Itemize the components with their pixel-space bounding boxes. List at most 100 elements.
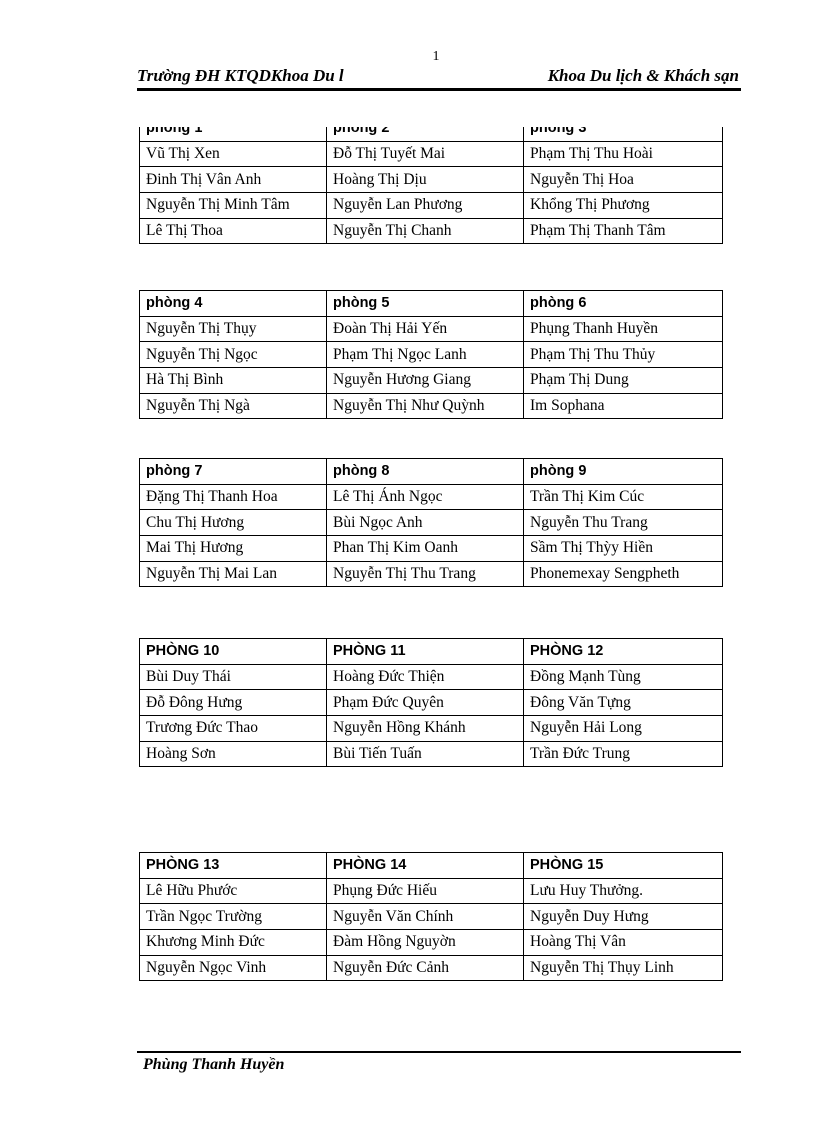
room-header: PHÒNG 12: [523, 638, 723, 665]
student-name: Phụng Thanh Huyền: [523, 315, 723, 343]
student-name: Hà Thị Bình: [139, 367, 327, 394]
student-name: Bùi Ngọc Anh: [326, 509, 524, 537]
table-row: Đinh Thị Vân Anh Hoàng Thị Dịu Nguyễn Thị …: [139, 166, 723, 194]
student-name: Khổng Thị Phương: [523, 192, 723, 219]
student-name: Nguyễn Thị Ngọc: [139, 341, 327, 369]
student-name: Nguyễn Hồng Khánh: [326, 715, 524, 742]
table-row: Nguyễn Thị Ngà Nguyễn Thị Như Quỳnh Im Sop…: [139, 392, 723, 420]
room-table: phòng 7 phòng 8 phòng 9 Đặng Thị Thanh Hoa L…: [139, 458, 723, 588]
student-name: Nguyễn Thị Như Quỳnh: [326, 392, 524, 420]
student-name: Nguyễn Đức Cảnh: [326, 954, 524, 982]
student-name: Phạm Thị Ngọc Lanh: [326, 341, 524, 369]
student-name: Phạm Đức Quyên: [326, 689, 524, 717]
header-left: Trường ĐH KTQDKhoa Du l: [137, 66, 344, 85]
student-name: Đoàn Thị Hải Yến: [326, 315, 524, 343]
student-name: Đỗ Đông Hưng: [139, 689, 327, 717]
room-table: phòng 4 phòng 5 phòng 6 Nguyễn Thị Thụy Đoàn…: [139, 290, 723, 420]
room-header: PHÒNG 11: [326, 638, 524, 665]
student-name: Trần Thị Kim Cúc: [523, 483, 723, 511]
table-header-row: phòng 4 phòng 5 phòng 6: [139, 290, 723, 317]
room-header: PHÒNG 14: [326, 852, 524, 879]
student-name: Phạm Thị Thu Hoài: [523, 140, 723, 168]
table-row: Vũ Thị Xen Đỗ Thị Tuyết Mai Phạm Thị Thu …: [139, 140, 723, 168]
student-name: Phạm Thị Dung: [523, 367, 723, 394]
table-row: Trương Đức Thao Nguyễn Hồng Khánh Nguyễn H…: [139, 715, 723, 742]
student-name: Nguyễn Thu Trang: [523, 509, 723, 537]
room-header: phòng 9: [523, 458, 723, 485]
student-name: Chu Thị Hương: [139, 509, 327, 537]
student-name: Nguyễn Hương Giang: [326, 367, 524, 394]
table-header-row: phòng 7 phòng 8 phòng 9: [139, 458, 723, 485]
student-name: Khương Minh Đức: [139, 929, 327, 956]
student-name: Sầm Thị Thỳy Hiền: [523, 535, 723, 562]
student-name: Lê Thị Thoa: [139, 217, 327, 245]
student-name: Phonemexay Sengpheth: [523, 560, 723, 588]
header-right: Khoa Du lịch & Khách sạn: [547, 66, 739, 85]
table-row: Hoàng Sơn Bùi Tiến Tuấn Trần Đức Trung: [139, 740, 723, 768]
table-row: Nguyễn Thị Mai Lan Nguyễn Thị Thu Trang Ph…: [139, 560, 723, 588]
student-name: Hoàng Thị Vân: [523, 929, 723, 956]
student-name: Trần Đức Trung: [523, 740, 723, 768]
student-name: Nguyễn Thị Mai Lan: [139, 560, 327, 588]
room-header: phòng 4: [139, 290, 327, 317]
student-name: Phạm Thị Thanh Tâm: [523, 217, 723, 245]
student-name: Nguyễn Thị Thu Trang: [326, 560, 524, 588]
student-name: Hoàng Sơn: [139, 740, 327, 768]
student-name: Đinh Thị Vân Anh: [139, 166, 327, 194]
table-row: Nguyễn Ngọc Vinh Nguyễn Đức Cảnh Nguyễn Th…: [139, 954, 723, 982]
table-row: Hà Thị Bình Nguyễn Hương Giang Phạm Thị Du…: [139, 367, 723, 394]
page-number: 1: [432, 49, 440, 64]
room-header: phòng 2: [326, 127, 524, 142]
room-header: phòng 6: [523, 290, 723, 317]
student-name: Nguyễn Ngọc Vinh: [139, 954, 327, 982]
student-name: Trương Đức Thao: [139, 715, 327, 742]
student-name: Nguyễn Thị Thụy Linh: [523, 954, 723, 982]
student-name: Phan Thị Kim Oanh: [326, 535, 524, 562]
room-table: phòng 1 phòng 2 phòng 3 Vũ Thị Xen Đỗ Thị Tu…: [139, 127, 723, 245]
room-header: PHÒNG 15: [523, 852, 723, 879]
student-name: Đông Văn Tựng: [523, 689, 723, 717]
student-name: Vũ Thị Xen: [139, 140, 327, 168]
room-header: PHÒNG 10: [139, 638, 327, 665]
student-name: Bùi Tiến Tuấn: [326, 740, 524, 768]
student-name: Nguyễn Lan Phương: [326, 192, 524, 219]
table-header-row: phòng 1 phòng 2 phòng 3: [139, 127, 723, 142]
student-name: Đỗ Thị Tuyết Mai: [326, 140, 524, 168]
footer-author: Phùng Thanh Huyền: [143, 1056, 285, 1073]
student-name: Nguyễn Văn Chính: [326, 903, 524, 931]
table-row: Chu Thị Hương Bùi Ngọc Anh Nguyễn Thu Tran…: [139, 509, 723, 537]
student-name: Nguyễn Thị Chanh: [326, 217, 524, 245]
student-name: Nguyễn Thị Hoa: [523, 166, 723, 194]
room-table: PHÒNG 10 PHÒNG 11 PHÒNG 12 Bùi Duy Thái Hoà…: [139, 638, 723, 768]
room-header: phòng 5: [326, 290, 524, 317]
room-header: phòng 1: [139, 127, 327, 142]
student-name: Mai Thị Hương: [139, 535, 327, 562]
student-name: Đồng Mạnh Tùng: [523, 663, 723, 691]
room-header: phòng 8: [326, 458, 524, 485]
student-name: Lê Hữu Phước: [139, 877, 327, 905]
student-name: Nguyễn Duy Hưng: [523, 903, 723, 931]
student-name: Nguyễn Thị Minh Tâm: [139, 192, 327, 219]
student-name: Hoàng Thị Dịu: [326, 166, 524, 194]
student-name: Hoàng Đức Thiện: [326, 663, 524, 691]
table-row: Lê Thị Thoa Nguyễn Thị Chanh Phạm Thị Than…: [139, 217, 723, 245]
room-header: phòng 7: [139, 458, 327, 485]
table-row: Nguyễn Thị Minh Tâm Nguyễn Lan Phương Khổn…: [139, 192, 723, 219]
student-name: Đặng Thị Thanh Hoa: [139, 483, 327, 511]
room-header: PHÒNG 13: [139, 852, 327, 879]
room-header: phòng 3: [523, 127, 723, 142]
table-header-row: PHÒNG 10 PHÒNG 11 PHÒNG 12: [139, 638, 723, 665]
page-header: Trường ĐH KTQDKhoa Du l Khoa Du lịch & K…: [137, 66, 741, 91]
table-row: Bùi Duy Thái Hoàng Đức Thiện Đồng Mạnh Tù…: [139, 663, 723, 691]
room-table: PHÒNG 13 PHÒNG 14 PHÒNG 15 Lê Hữu Phước Phụn…: [139, 852, 723, 982]
student-name: Phạm Thị Thu Thủy: [523, 341, 723, 369]
table-row: Nguyễn Thị Ngọc Phạm Thị Ngọc Lanh Phạm Th…: [139, 341, 723, 369]
table-row: Trần Ngọc Trường Nguyễn Văn Chính Nguyễn D…: [139, 903, 723, 931]
table-row: Nguyễn Thị Thụy Đoàn Thị Hải Yến Phụng Tha…: [139, 315, 723, 343]
student-name: Bùi Duy Thái: [139, 663, 327, 691]
table-header-row: PHÒNG 13 PHÒNG 14 PHÒNG 15: [139, 852, 723, 879]
student-name: Nguyễn Hải Long: [523, 715, 723, 742]
table-row: Khương Minh Đức Đàm Hồng Nguyờn Hoàng Thị …: [139, 929, 723, 956]
student-name: Nguyễn Thị Thụy: [139, 315, 327, 343]
table-row: Lê Hữu Phước Phụng Đức Hiếu Lưu Huy Thưởn…: [139, 877, 723, 905]
